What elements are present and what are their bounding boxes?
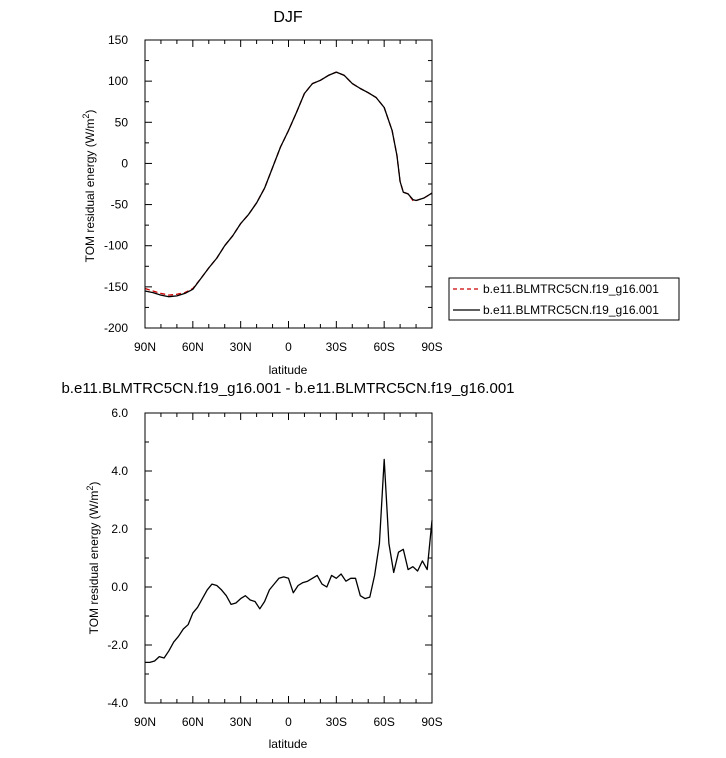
- top-xtick-label: 0: [285, 340, 292, 354]
- bottom-ytick-label: -2.0: [107, 638, 128, 652]
- top-ytick-label: -150: [104, 280, 128, 294]
- bottom-x-ticks: 90N 60N 30N 0 30S 60S 90S: [134, 413, 443, 729]
- top-y-ticks: 150 100 50 0 -50 -100 -150 -200: [104, 33, 432, 335]
- top-ytick-label: 100: [108, 74, 128, 88]
- top-x-ticks: 90N 60N 30N 0 30S 60S 90S: [134, 40, 443, 354]
- bottom-series-line-1: [145, 458, 433, 664]
- legend-entry-1: b.e11.BLMTRC5CN.f19_g16.001: [483, 282, 659, 296]
- top-xtick-label: 90N: [134, 340, 156, 354]
- bottom-xtick-label: 30S: [326, 715, 347, 729]
- top-xtick-label: 30N: [230, 340, 252, 354]
- top-xtick-label: 60N: [182, 340, 204, 354]
- top-xtick-label: 60S: [373, 340, 394, 354]
- bottom-ytick-label: 6.0: [111, 406, 128, 420]
- legend: b.e11.BLMTRC5CN.f19_g16.001 b.e11.BLMTRC…: [448, 277, 680, 321]
- top-xtick-label: 90S: [421, 340, 442, 354]
- top-y-axis-label-suffix: ): [83, 110, 97, 114]
- bottom-xtick-label: 60S: [373, 715, 394, 729]
- top-ytick-label: 50: [115, 115, 129, 129]
- bottom-ytick-label: 0.0: [111, 580, 128, 594]
- bottom-y-ticks: 6.0 4.0 2.0 0.0 -2.0 -4.0: [107, 406, 432, 710]
- bottom-y-axis-label: TOM residual energy (W/m2): [85, 482, 101, 635]
- bottom-y-axis-label-sup: 2: [85, 486, 95, 491]
- bottom-plot-frame: [144, 412, 433, 704]
- bottom-xtick-label: 30N: [230, 715, 252, 729]
- top-series-line-2: [144, 71, 433, 298]
- bottom-y-axis-label-suffix: ): [87, 482, 101, 486]
- top-chart-title: DJF: [273, 9, 303, 26]
- bottom-ytick-label: 4.0: [111, 464, 128, 478]
- bottom-xtick-label: 90N: [134, 715, 156, 729]
- top-ytick-label: -100: [104, 239, 128, 253]
- top-series-lines: [144, 71, 433, 298]
- top-ytick-label: 150: [108, 33, 128, 47]
- top-y-axis-label: TOM residual energy (W/m2): [81, 110, 97, 263]
- top-series-line-1: [144, 71, 433, 296]
- top-plot-frame: [144, 39, 433, 329]
- legend-entry-2: b.e11.BLMTRC5CN.f19_g16.001: [483, 303, 659, 317]
- bottom-series-lines: [145, 458, 433, 664]
- top-ytick-label: 0: [121, 156, 128, 170]
- top-ytick-label: -200: [104, 321, 128, 335]
- top-ytick-label: -50: [111, 198, 129, 212]
- top-x-axis-label: latitude: [269, 363, 308, 377]
- bottom-chart-title: b.e11.BLMTRC5CN.f19_g16.001 - b.e11.BLMT…: [61, 380, 514, 397]
- top-xtick-label: 30S: [326, 340, 347, 354]
- bottom-xtick-label: 0: [285, 715, 292, 729]
- bottom-xtick-label: 90S: [421, 715, 442, 729]
- bottom-x-axis-label: latitude: [269, 737, 308, 751]
- top-y-axis-label-main: TOM residual energy (W/m: [83, 119, 97, 263]
- bottom-xtick-label: 60N: [182, 715, 204, 729]
- top-y-axis-label-sup: 2: [81, 114, 91, 119]
- bottom-panel: b.e11.BLMTRC5CN.f19_g16.001 - b.e11.BLMT…: [61, 380, 514, 751]
- top-panel: DJF 150 100 50 0 -50 -100 -150 -200 90N 60N 30N 0 3…: [81, 9, 443, 377]
- bottom-y-axis-label-main: TOM residual energy (W/m: [87, 491, 101, 635]
- legend-box: [448, 277, 680, 321]
- bottom-ytick-label: 2.0: [111, 522, 128, 536]
- bottom-ytick-label: -4.0: [107, 696, 128, 710]
